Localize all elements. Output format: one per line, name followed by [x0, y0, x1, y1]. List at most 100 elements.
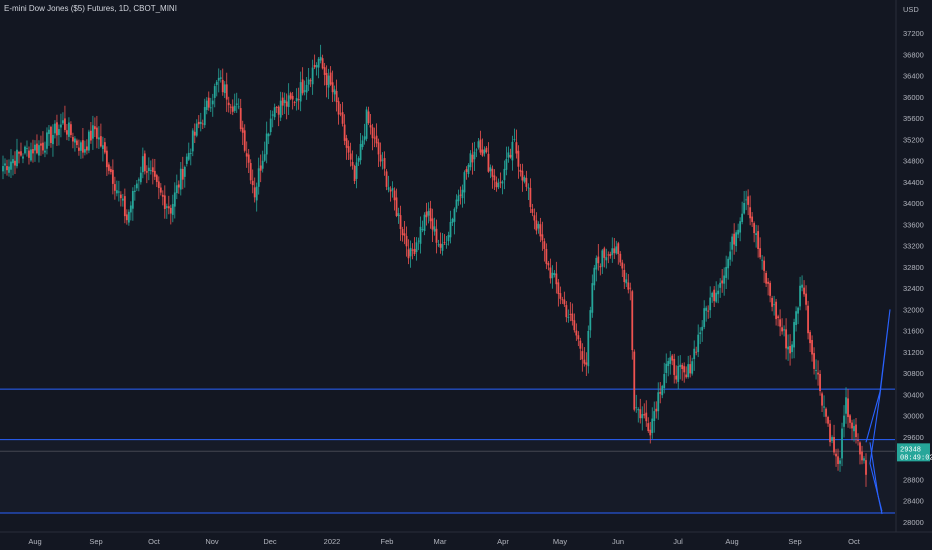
candle-body — [173, 192, 176, 207]
candle-body — [119, 194, 122, 199]
candle-body — [185, 156, 188, 164]
candle-body — [251, 180, 254, 186]
candle-body — [777, 316, 780, 318]
candle-body — [863, 458, 865, 461]
candle-body — [129, 205, 132, 213]
candle-body — [763, 260, 766, 271]
time-tick-label: Sep — [788, 537, 801, 546]
candle-body — [233, 105, 236, 111]
candle-body — [611, 248, 614, 255]
candle-body — [805, 293, 807, 305]
candle-body — [313, 64, 316, 68]
candle-body — [649, 429, 652, 436]
candle-body — [199, 121, 202, 124]
candle-body — [361, 140, 364, 148]
candle-body — [697, 334, 700, 352]
candle-body — [657, 392, 660, 412]
candle-body — [349, 153, 352, 160]
candle-body — [139, 172, 142, 183]
candle-body — [735, 232, 738, 247]
candle-body — [659, 392, 662, 394]
candle-body — [831, 437, 833, 441]
candle-body — [605, 257, 608, 261]
time-tick-label: Dec — [263, 537, 277, 546]
time-tick-label: Mar — [434, 537, 447, 546]
candle-body — [80, 142, 82, 151]
price-tick-label: 34400 — [903, 178, 924, 187]
candle-body — [355, 162, 358, 179]
candle-body — [823, 406, 825, 408]
candle-body — [553, 273, 556, 276]
candle-body — [183, 166, 186, 177]
candle-body — [759, 248, 762, 258]
candle-body — [339, 113, 342, 115]
candle-body — [607, 254, 610, 256]
candle-body — [599, 266, 602, 268]
candle-body — [667, 361, 670, 367]
candle-body — [671, 355, 674, 361]
price-tick-label: 36800 — [903, 50, 924, 59]
candle-body — [155, 175, 158, 182]
candle-body — [395, 197, 398, 216]
candle-body — [84, 149, 86, 153]
candle-body — [733, 233, 736, 245]
candle-body — [535, 220, 538, 231]
candle-body — [32, 149, 34, 154]
candle-body — [261, 160, 264, 169]
time-tick-label: Nov — [205, 537, 219, 546]
candle-body — [333, 89, 336, 95]
candle-body — [447, 235, 450, 242]
price-tick-label: 34000 — [903, 199, 924, 208]
candle-body — [335, 90, 338, 103]
candle-body — [299, 82, 302, 102]
candle-body — [58, 129, 60, 135]
candle-body — [487, 153, 490, 172]
price-tick-label: 32800 — [903, 263, 924, 272]
candle-body — [337, 101, 340, 115]
candle-body — [721, 280, 724, 284]
candle-body — [225, 84, 228, 100]
candle-body — [591, 283, 594, 313]
candle-body — [529, 187, 532, 208]
time-tick-label: Aug — [725, 537, 738, 546]
candle-body — [411, 249, 414, 251]
candle-body — [471, 154, 474, 163]
candle-body — [837, 456, 839, 465]
candle-body — [103, 142, 106, 153]
candle-body — [171, 204, 174, 215]
candle-body — [561, 299, 564, 301]
candle-body — [34, 144, 36, 151]
candle-body — [321, 58, 324, 69]
candle-body — [221, 79, 224, 93]
candle-body — [319, 56, 322, 61]
candle-body — [263, 154, 266, 161]
candle-body — [127, 211, 130, 223]
candle-body — [791, 344, 793, 353]
candle-body — [107, 164, 110, 171]
candle-body — [88, 131, 90, 151]
candle-body — [42, 142, 44, 151]
candle-body — [609, 254, 612, 257]
candle-body — [389, 189, 392, 192]
candle-body — [751, 216, 754, 222]
candle-body — [495, 181, 498, 188]
candle-body — [157, 181, 160, 188]
candle-body — [769, 282, 772, 296]
candle-body — [351, 161, 354, 166]
candle-body — [2, 166, 4, 172]
time-tick-label: Oct — [148, 537, 161, 546]
candle-body — [177, 184, 180, 188]
candle-body — [307, 79, 310, 85]
candle-body — [749, 207, 752, 219]
candle-body — [473, 151, 476, 160]
candle-body — [151, 167, 154, 173]
candle-body — [181, 168, 184, 180]
price-tick-label: 32400 — [903, 284, 924, 293]
candle-body — [259, 165, 262, 171]
candle-body — [621, 262, 624, 269]
candle-body — [525, 177, 528, 187]
candle-body — [287, 95, 290, 108]
candle-body — [663, 374, 666, 388]
price-tick-label: 34800 — [903, 157, 924, 166]
